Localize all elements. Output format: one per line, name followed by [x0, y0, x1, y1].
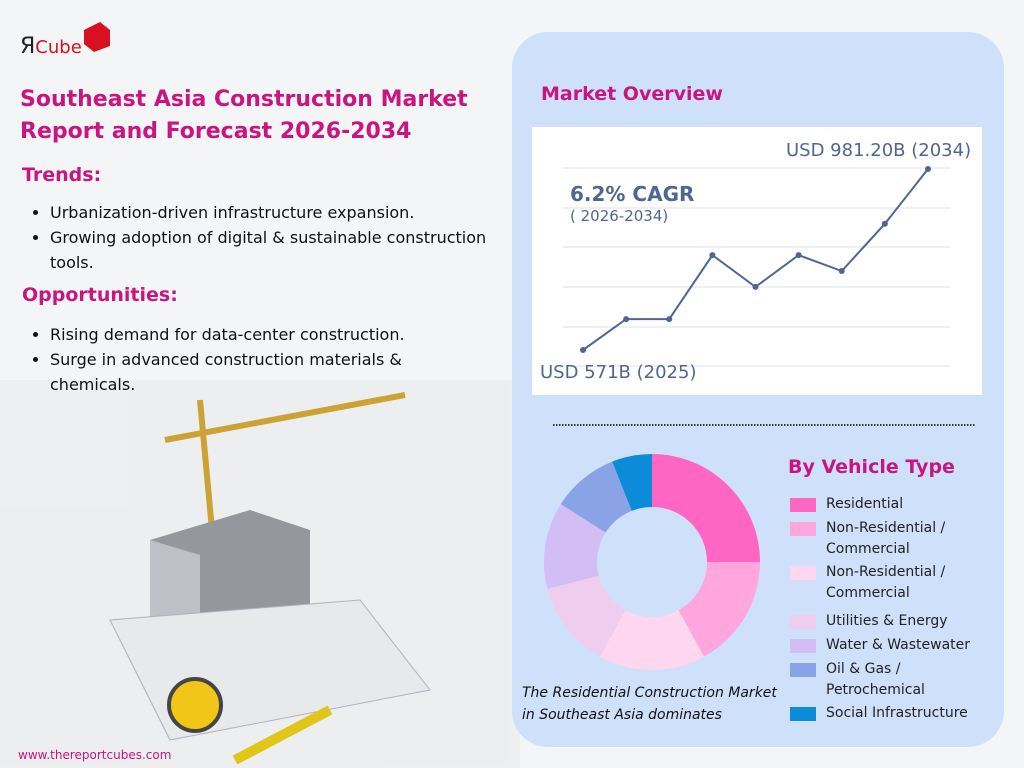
donut-segment [678, 562, 760, 657]
legend-label: Non-Residential / Commercial [826, 520, 946, 557]
opportunity-item: Surge in advanced construction materials… [50, 347, 470, 397]
end-annotation: USD 981.20B (2034) [786, 140, 972, 161]
logo: ЯCube [20, 34, 82, 59]
donut-segment [560, 461, 632, 533]
legend-item: Non-Residential / Commercial [790, 518, 976, 560]
donut-segment [612, 454, 652, 511]
opportunities-list: Rising demand for data-center constructi… [26, 322, 470, 397]
trends-heading: Trends: [22, 164, 102, 186]
logo-text: Cube [35, 37, 82, 58]
point [795, 252, 802, 259]
segments-note: The Residential Construction Market in S… [522, 685, 777, 723]
title: Southeast Asia Construction Market Repor… [20, 87, 468, 144]
point [881, 220, 888, 227]
legend-label: Social Infrastructure [826, 705, 968, 721]
donut-segment [547, 575, 626, 657]
legend-swatch [790, 522, 816, 536]
start-annotation: USD 571B (2025) [540, 362, 697, 383]
legend-item: Utilities & Energy [790, 611, 976, 632]
point [623, 316, 630, 323]
point [666, 316, 673, 323]
legend-label: Utilities & Energy [826, 613, 948, 629]
trend-item: Growing adoption of digital & sustainabl… [50, 225, 490, 275]
legend-label: Water & Wastewater [826, 637, 971, 653]
footer-url: www.thereportcubes.com [18, 748, 172, 762]
trend-item: Urbanization-driven infrastructure expan… [50, 200, 490, 225]
legend-swatch [790, 615, 816, 629]
legend-swatch [790, 663, 816, 677]
point [709, 252, 716, 259]
overview-heading: Market Overview [541, 83, 723, 105]
legend-label: Residential [826, 496, 904, 512]
segments-heading: By Vehicle Type [788, 456, 955, 478]
legend-label: Oil & Gas / Petrochemical [826, 661, 925, 698]
donut-segment [599, 610, 705, 671]
point [925, 166, 931, 172]
donut-segment [544, 504, 606, 589]
legend-swatch [790, 707, 816, 721]
legend-item: Non-Residential / Commercial [790, 562, 976, 604]
trends-list: Urbanization-driven infrastructure expan… [26, 200, 490, 275]
cagr: 6.2% CAGR [570, 182, 695, 206]
legend-swatch [790, 498, 816, 512]
background-illustration [0, 380, 520, 768]
donut-segment [652, 454, 760, 562]
legend-item: Residential [790, 494, 976, 515]
legend-label: Non-Residential / Commercial [826, 564, 946, 601]
opportunity-item: Rising demand for data-center constructi… [50, 322, 470, 347]
legend-item: Social Infrastructure [790, 703, 976, 724]
legend-item: Water & Wastewater [790, 635, 976, 656]
logo-mark: Я [20, 34, 36, 59]
legend-item: Oil & Gas / Petrochemical [790, 659, 956, 701]
chart-box [532, 127, 982, 395]
cagr-period: ( 2026-2034) [570, 207, 669, 225]
point [838, 268, 845, 275]
opportunities-heading: Opportunities: [22, 284, 178, 306]
legend-swatch [790, 639, 816, 653]
logo-cube [84, 22, 110, 52]
point [752, 283, 759, 290]
point [580, 347, 586, 353]
legend-swatch [790, 566, 816, 580]
